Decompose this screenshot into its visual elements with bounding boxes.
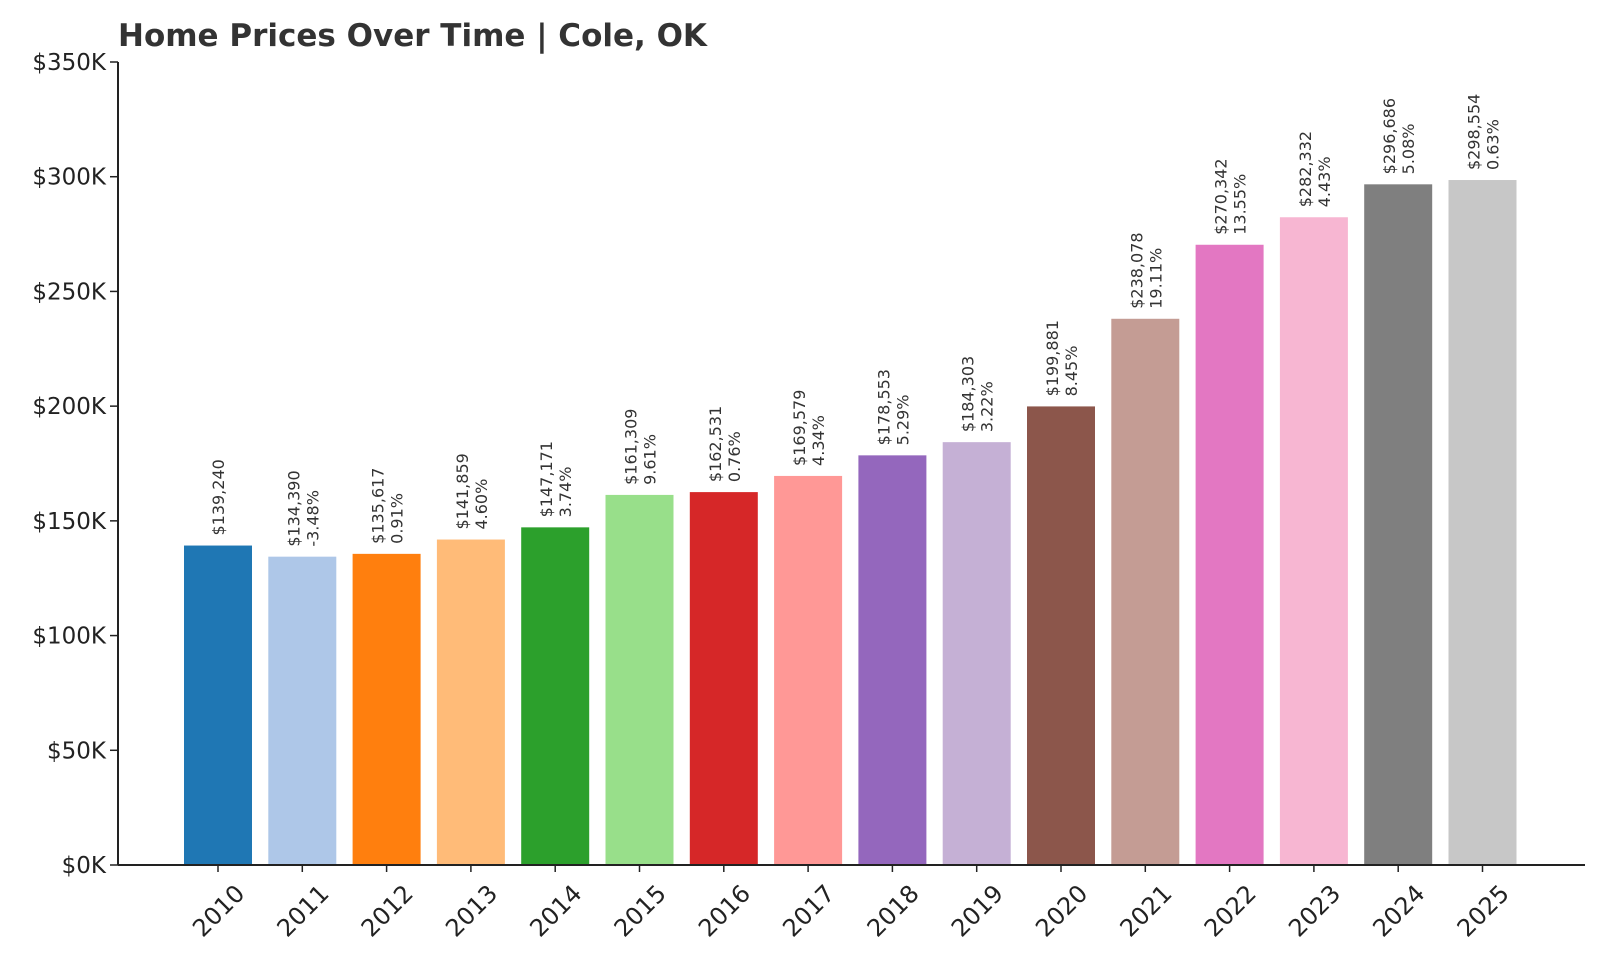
bar-2013 <box>436 539 505 865</box>
x-tick-label: 2017 <box>777 879 840 942</box>
y-tick-label: $300K <box>32 165 107 191</box>
bar-2010 <box>184 545 252 865</box>
y-tick-label: $0K <box>62 853 107 879</box>
bar-2012 <box>352 553 421 865</box>
value-label: $134,390 <box>284 470 303 546</box>
value-label: $298,554 <box>1465 94 1484 170</box>
x-tick-label: 2018 <box>862 879 925 942</box>
bar-2011 <box>268 556 337 865</box>
x-tick-label: 2023 <box>1283 879 1346 942</box>
y-tick-label: $100K <box>32 624 107 650</box>
pct-change-label: 5.29% <box>893 395 912 446</box>
pct-change-label: -3.48% <box>303 490 322 547</box>
value-label: $282,332 <box>1296 131 1315 207</box>
pct-change-label: 19.11% <box>1146 248 1165 309</box>
pct-change-label: 4.43% <box>1315 156 1334 207</box>
value-label: $161,309 <box>622 409 641 485</box>
pct-change-label: 4.60% <box>472 479 491 530</box>
x-tick-label: 2022 <box>1199 879 1262 942</box>
bar-2024 <box>1364 184 1433 865</box>
value-label: $147,171 <box>537 441 556 517</box>
bar-2022 <box>1195 244 1264 866</box>
x-tick-label: 2020 <box>1030 879 1093 942</box>
y-tick-label: $200K <box>32 394 107 420</box>
x-tick-label: 2025 <box>1452 879 1515 942</box>
x-tick-label: 2021 <box>1115 879 1178 942</box>
value-label: $178,553 <box>874 369 893 445</box>
value-label: $169,579 <box>790 390 809 466</box>
y-tick-label: $350K <box>32 50 107 76</box>
x-tick-label: 2015 <box>609 879 672 942</box>
x-tick-label: 2019 <box>946 879 1009 942</box>
x-tick-label: 2010 <box>187 879 250 942</box>
bar-2020 <box>1027 406 1095 865</box>
y-tick-label: $250K <box>32 279 107 305</box>
x-tick-label: 2011 <box>272 879 335 942</box>
bar-2014 <box>521 527 590 865</box>
x-tick-label: 2024 <box>1367 879 1430 942</box>
x-tick-label: 2016 <box>693 879 756 942</box>
value-label: $141,859 <box>453 453 472 529</box>
bar-2017 <box>774 475 843 865</box>
value-label: $139,240 <box>209 459 228 535</box>
pct-change-label: 3.22% <box>978 381 997 432</box>
bar-2021 <box>1111 318 1180 866</box>
pct-change-label: 3.74% <box>556 467 575 518</box>
value-label: $296,686 <box>1380 98 1399 174</box>
value-label: $184,303 <box>959 356 978 432</box>
value-label: $135,617 <box>369 468 388 544</box>
pct-change-label: 4.34% <box>809 415 828 466</box>
bar-2019 <box>942 442 1011 865</box>
pct-change-label: 8.45% <box>1062 346 1081 397</box>
value-label: $162,531 <box>706 406 725 482</box>
bar-2023 <box>1279 217 1348 865</box>
value-label: $238,078 <box>1127 232 1146 308</box>
bar-2015 <box>605 494 674 865</box>
pct-change-label: 0.63% <box>1484 119 1503 170</box>
chart-title: Home Prices Over Time | Cole, OK <box>118 18 707 54</box>
y-tick-label: $150K <box>32 509 107 535</box>
x-tick-label: 2013 <box>440 879 503 942</box>
bar-2016 <box>689 492 758 865</box>
y-tick-label: $50K <box>47 738 107 764</box>
bar-2018 <box>858 455 927 865</box>
value-label: $270,342 <box>1212 158 1231 234</box>
value-label: $199,881 <box>1043 320 1062 396</box>
pct-change-label: 13.55% <box>1231 174 1250 235</box>
pct-change-label: 9.61% <box>641 434 660 485</box>
x-tick-label: 2012 <box>356 879 419 942</box>
pct-change-label: 0.76% <box>725 431 744 482</box>
pct-change-label: 5.08% <box>1399 123 1418 174</box>
x-tick-label: 2014 <box>524 879 587 942</box>
pct-change-label: 0.91% <box>388 493 407 544</box>
bar-2025 <box>1448 180 1517 865</box>
